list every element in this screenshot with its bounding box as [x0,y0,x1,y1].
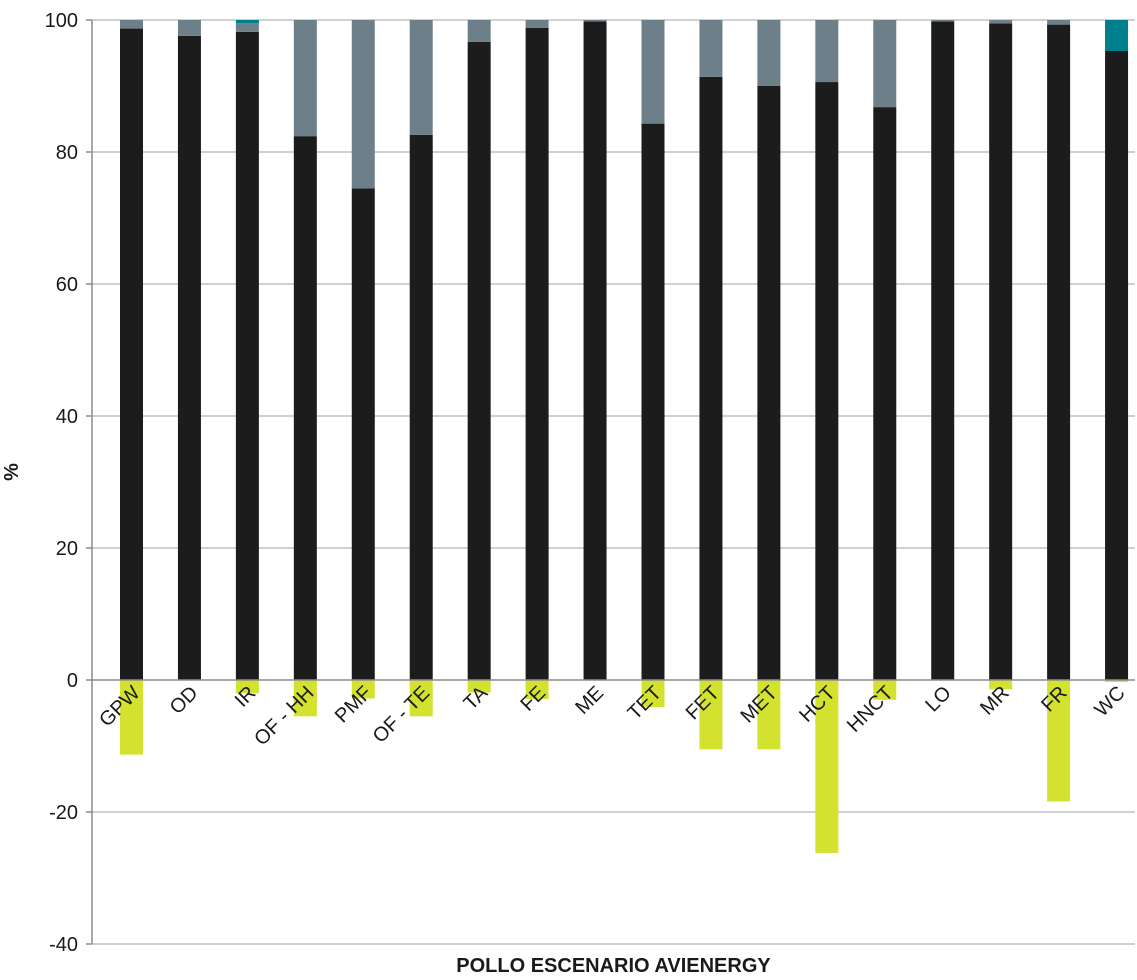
bar-segment [815,20,839,83]
bar-segment [409,680,433,717]
x-axis-title: POLLO ESCENARIO AVIENERGY [456,955,771,977]
bar-segment [989,23,1013,681]
y-tick-label: 60 [56,274,78,296]
bar-segment [641,680,665,708]
bar-segment [931,20,955,22]
bar-segment [525,20,549,28]
y-tick-label: 40 [56,406,78,428]
bar-segment [873,20,897,108]
bar-segment [525,680,549,700]
bar-segment [525,27,549,681]
bar-segment [293,680,317,717]
bar-segment [177,35,201,680]
bar-segment [815,680,839,853]
bar-segment [757,20,781,86]
y-tick-label: -40 [49,934,78,956]
bar-segment [177,20,201,36]
bar-segment [293,136,317,680]
bar-segment [583,20,607,22]
bar-segment [1105,20,1129,52]
y-axis-title: % [1,463,23,481]
bar-segment [235,23,259,32]
bar-segment [1047,680,1071,802]
y-tick-label: -20 [49,802,78,824]
bar-segment [641,123,665,681]
bar-segment [757,680,781,750]
bar-segment [1105,680,1129,682]
bar-segment [351,20,375,189]
y-tick-label: 80 [56,142,78,164]
bar-segment [757,86,781,680]
bar-segment [235,31,259,680]
y-tick-labels: 100 80 60 40 20 0 -20 -40 [45,10,78,956]
bar-segment [699,20,723,77]
bar-segment [235,20,259,24]
gridlines [92,19,1135,945]
x-category-label: LO [921,682,955,716]
bar-segment [1047,20,1071,25]
y-tick-label: 100 [45,10,78,32]
bar-segment [1105,51,1129,680]
bar-segment [293,20,317,137]
bar-segment [873,680,897,700]
x-category-label: ME [571,682,608,719]
bar-segment [989,680,1013,690]
bar-segment [409,134,433,681]
y-tick-label: 20 [56,538,78,560]
bar-segment [120,20,143,29]
bar-segment [641,20,665,124]
bar-segment [235,680,259,694]
axes [86,19,1135,945]
y-tick-label: 0 [67,670,78,692]
bar-segment [120,680,143,755]
x-category-label: OD [166,682,203,719]
bar-segment [120,28,143,680]
bar-segment [351,188,375,681]
bar-segment [1047,24,1071,681]
bar-segment [351,680,375,699]
bar-segment [409,20,433,135]
bar-segment [699,680,723,750]
bar-segment [467,680,491,693]
x-category-label: WC [1090,682,1129,721]
bar-segment [873,107,897,681]
x-category-label: HNCT [843,682,898,737]
bar-segment [467,20,491,42]
bar-segment [699,76,723,680]
bar-segment [989,20,1013,24]
bar-segment [583,21,607,680]
bar-segment [931,21,955,680]
bar-segment [467,41,491,680]
bar-segment [815,82,839,681]
bars [120,20,1129,853]
